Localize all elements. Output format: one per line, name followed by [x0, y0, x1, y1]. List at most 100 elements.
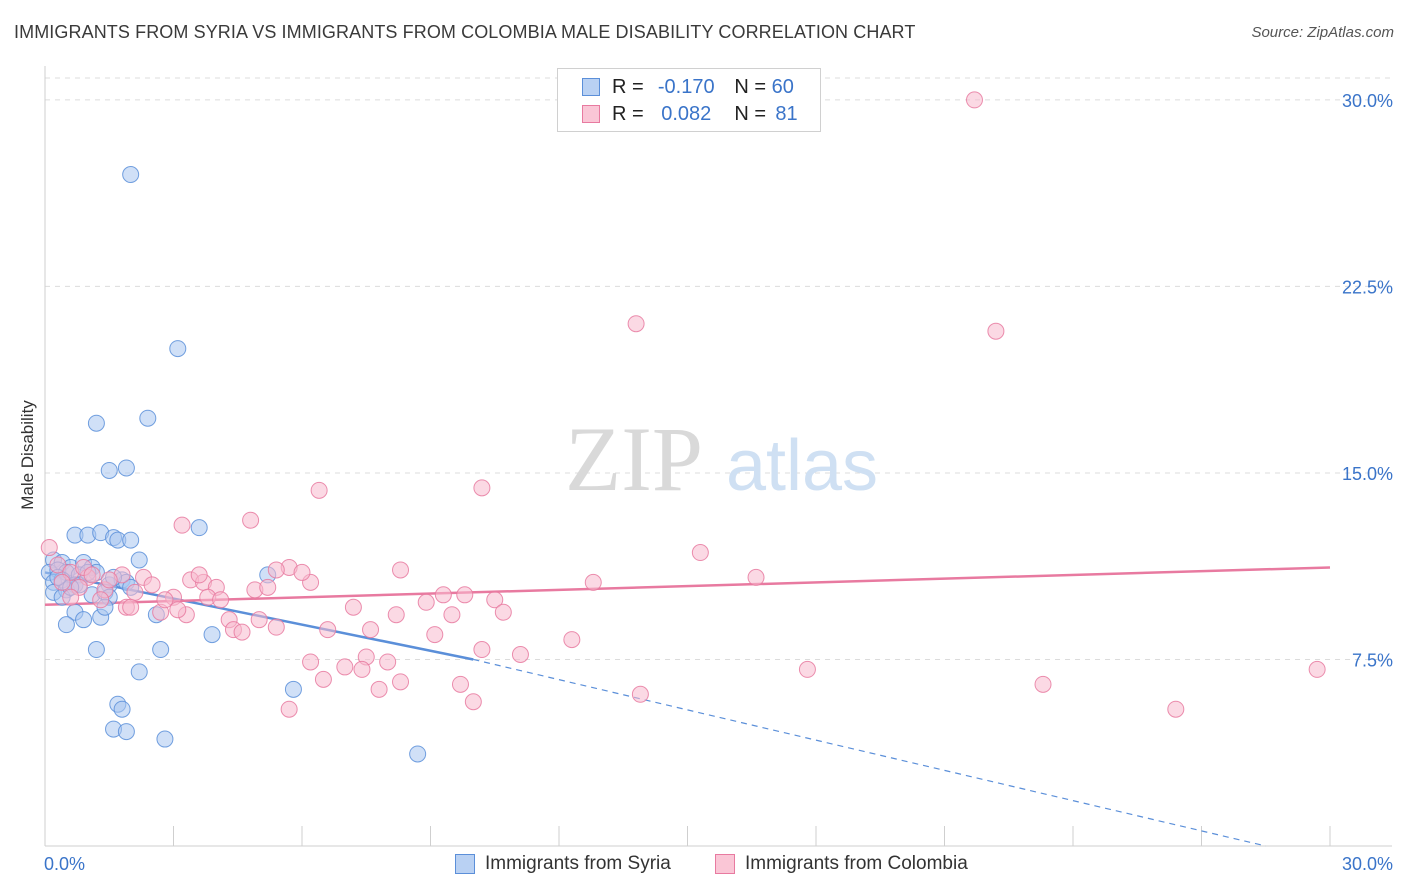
colombia-point: [1308, 660, 1326, 678]
tick-labels: 7.5% 15.0% 22.5% 30.0% 0.0% 30.0%: [44, 91, 1393, 874]
syria-point: [113, 700, 131, 718]
syria-point: [190, 519, 208, 537]
colombia-point: [156, 591, 174, 609]
colombia-r-value: 0.082: [661, 102, 712, 125]
colombia-point: [212, 591, 230, 609]
colombia-n-value: 81: [775, 102, 798, 125]
y-tick-label: 30.0%: [1342, 91, 1393, 111]
colombia-point: [451, 675, 469, 693]
syria-point: [203, 626, 221, 644]
syria-n-value: 60: [771, 75, 794, 98]
colombia-point: [473, 641, 491, 659]
trend-lines: [44, 566, 1331, 847]
colombia-point: [486, 591, 504, 609]
syria-point: [169, 340, 187, 358]
colombia-point: [100, 571, 118, 589]
colombia-point: [143, 576, 161, 594]
y-tick-label: 7.5%: [1352, 650, 1393, 670]
colombia-point: [627, 315, 645, 333]
colombia-point: [126, 583, 144, 601]
colombia-point: [426, 626, 444, 644]
chart-title: IMMIGRANTS FROM SYRIA VS IMMIGRANTS FROM…: [14, 22, 916, 42]
colombia-point: [1167, 700, 1185, 718]
syria-point: [100, 461, 118, 479]
colombia-point: [259, 578, 277, 596]
syria-point: [117, 459, 135, 477]
colombia-point: [62, 588, 80, 606]
bottom-syria-swatch: [455, 854, 475, 874]
colombia-point: [169, 601, 187, 619]
syria-n-label: N =: [734, 75, 767, 98]
colombia-point: [392, 673, 410, 691]
colombia-point: [473, 479, 491, 497]
colombia-point: [336, 658, 354, 676]
colombia-point: [40, 539, 58, 557]
colombia-trend-line: [44, 566, 1331, 607]
syria-point: [139, 409, 157, 427]
colombia-point: [456, 586, 474, 604]
watermark: ZIP atlas: [565, 408, 878, 510]
colombia-point: [511, 646, 529, 663]
y-tick-label: 15.0%: [1342, 464, 1393, 484]
syria-point: [130, 551, 148, 569]
bottom-colombia-label: Immigrants from Colombia: [745, 853, 968, 874]
data-points: [40, 91, 1326, 763]
syria-point: [75, 611, 93, 629]
colombia-point: [747, 568, 765, 586]
colombia-point: [173, 516, 191, 534]
watermark-zip: ZIP: [565, 408, 703, 510]
colombia-point: [379, 653, 397, 671]
colombia-point: [319, 621, 337, 639]
colombia-point: [464, 693, 482, 711]
syria-point: [87, 414, 105, 432]
axes: [44, 66, 1392, 847]
syria-point: [152, 641, 170, 659]
syria-point: [156, 730, 174, 748]
colombia-point: [53, 573, 71, 591]
correlation-legend: R = -0.170 N = 60 R = 0.082 N = 81: [557, 68, 821, 132]
colombia-point: [691, 544, 709, 562]
colombia-point: [798, 660, 816, 678]
colombia-point: [242, 511, 260, 529]
syria-point: [122, 166, 140, 184]
colombia-point: [370, 680, 388, 698]
bottom-colombia-swatch: [715, 854, 735, 874]
legend-row-colombia: R = 0.082 N = 81: [582, 101, 798, 127]
colombia-points: [40, 91, 1326, 718]
colombia-point: [965, 91, 983, 109]
legend-row-syria: R = -0.170 N = 60: [582, 74, 794, 100]
syria-point: [87, 641, 105, 659]
colombia-swatch: [582, 105, 600, 123]
colombia-point: [190, 566, 208, 584]
colombia-point: [353, 660, 371, 678]
colombia-r-label: R =: [612, 102, 644, 125]
colombia-point: [267, 561, 285, 579]
colombia-point: [92, 591, 110, 609]
source-credit: Source: ZipAtlas.com: [1251, 24, 1394, 41]
colombia-point: [494, 603, 512, 621]
bottom-syria-label: Immigrants from Syria: [485, 853, 671, 874]
x-tick-label: 30.0%: [1342, 854, 1393, 874]
colombia-point: [233, 623, 251, 641]
colombia-point: [387, 606, 405, 624]
syria-point: [122, 531, 140, 549]
syria-r-label: R =: [612, 75, 644, 98]
colombia-point: [563, 631, 581, 649]
colombia-point: [1034, 675, 1052, 693]
colombia-point: [631, 685, 649, 703]
colombia-point: [267, 618, 285, 636]
syria-r-value: -0.170: [657, 75, 715, 98]
syria-swatch: [582, 78, 600, 96]
colombia-point: [584, 573, 602, 591]
colombia-point: [293, 563, 311, 581]
colombia-point: [362, 621, 380, 639]
colombia-point: [280, 700, 298, 718]
syria-point: [409, 745, 427, 763]
colombia-point: [443, 606, 461, 624]
x-tick-label: 0.0%: [44, 854, 85, 874]
bottom-legend-syria: Immigrants from Syria: [455, 852, 671, 876]
watermark-atlas: atlas: [726, 426, 878, 506]
colombia-point: [314, 670, 332, 688]
y-tick-label: 22.5%: [1342, 277, 1393, 297]
